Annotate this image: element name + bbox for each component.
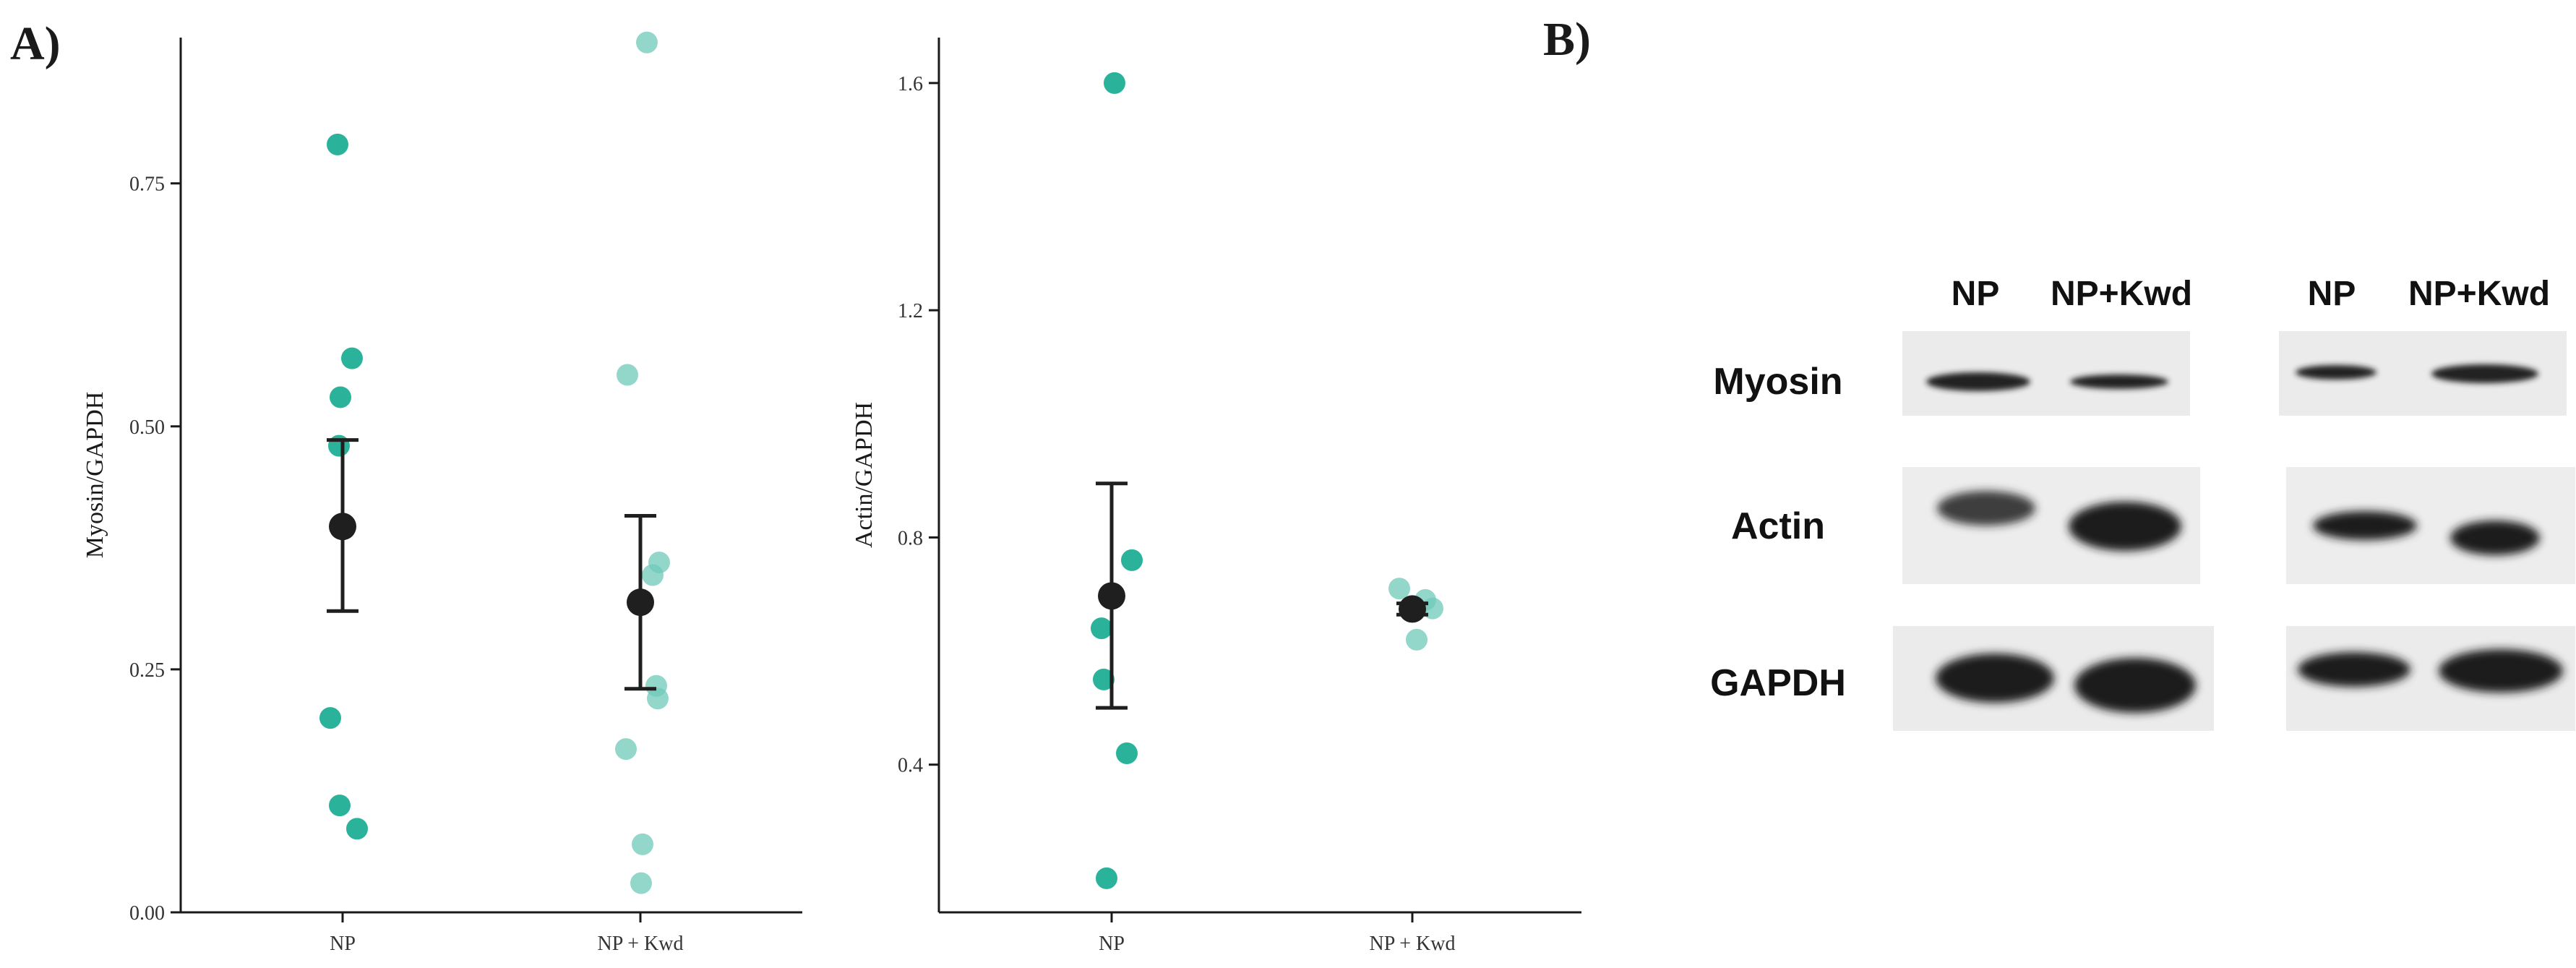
data-point [1091, 617, 1112, 640]
data-point [319, 707, 341, 729]
data-point [341, 347, 363, 369]
blot-row-label-myosin: Myosin [1713, 361, 1842, 403]
y-tick-label: 0.4 [898, 755, 923, 777]
band-gapdh-kwd-right [2439, 649, 2563, 693]
data-point [615, 738, 637, 761]
band-myosin-kwd-left [2070, 374, 2168, 389]
blot-row-label-gapdh: GAPDH [1710, 662, 1846, 704]
data-point [346, 818, 368, 840]
actin-chart: Actin/GAPDH 0.4 0.8 1.2 1.6 NP NP + Kwd [851, 38, 1581, 955]
x-tick-label: NP + Kwd [598, 933, 684, 955]
blot-col-label-kwd-left: NP+Kwd [2051, 275, 2192, 313]
mean-point [329, 513, 356, 541]
band-myosin-kwd-right [2431, 364, 2538, 383]
data-point [330, 386, 351, 408]
blot-col-label-np-right: NP [2308, 275, 2356, 313]
data-point [1093, 668, 1115, 690]
band-gapdh-np-left [1936, 654, 2054, 703]
data-point [1388, 578, 1410, 600]
data-point [1121, 549, 1143, 571]
y-axis-title: Actin/GAPDH [851, 402, 877, 548]
band-gapdh-np-right [2298, 652, 2410, 687]
data-marks [1091, 72, 1443, 889]
data-point [642, 564, 664, 586]
data-point [1104, 72, 1125, 94]
y-axis-title: Myosin/GAPDH [82, 392, 108, 558]
x-tick-label: NP + Kwd [1370, 933, 1456, 955]
band-myosin-np-right [2296, 365, 2377, 380]
panel-label-b: B) [1543, 13, 1591, 66]
mean-point [1399, 595, 1426, 623]
x-ticks: NP NP + Kwd [1099, 912, 1456, 955]
blot-col-label-kwd-right: NP+Kwd [2408, 275, 2550, 313]
y-tick-label: 0.75 [129, 174, 165, 196]
y-tick-label: 1.2 [898, 300, 923, 322]
x-tick-label: NP [330, 933, 356, 955]
data-point [1406, 628, 1427, 651]
data-point [636, 31, 658, 53]
band-gapdh-kwd-left [2074, 658, 2196, 713]
western-blot-panel: NP NP+Kwd NP NP+Kwd Myosin Actin GAPDH [1710, 275, 2575, 731]
data-marks [319, 31, 670, 894]
y-tick-label: 0.25 [129, 659, 165, 682]
band-actin-kwd-right [2450, 521, 2540, 555]
mean-point [627, 588, 654, 617]
band-actin-np-left [1937, 491, 2035, 526]
x-tick-label: NP [1099, 933, 1125, 955]
y-ticks: 0.00 0.25 0.50 0.75 [129, 174, 181, 925]
y-tick-label: 0.50 [129, 416, 165, 439]
y-tick-label: 0.00 [129, 902, 165, 925]
band-actin-kwd-left [2069, 502, 2181, 551]
data-point [632, 833, 653, 855]
data-point [630, 872, 652, 894]
y-tick-label: 1.6 [898, 73, 923, 95]
blot-row-label-actin: Actin [1731, 505, 1825, 547]
blot-strip-myosin-left [1902, 331, 2190, 416]
mean-point [1098, 582, 1125, 610]
data-point [327, 133, 348, 155]
myosin-chart: Myosin/GAPDH 0.00 0.25 0.50 0.75 NP NP + Kwd [82, 31, 802, 955]
y-tick-label: 0.8 [898, 527, 923, 549]
data-point [329, 794, 351, 817]
band-actin-np-right [2313, 511, 2417, 540]
band-myosin-np-left [1926, 372, 2030, 391]
data-point [1096, 867, 1117, 889]
y-ticks: 0.4 0.8 1.2 1.6 [898, 73, 939, 777]
data-point [617, 364, 638, 386]
x-ticks: NP NP + Kwd [330, 912, 684, 955]
panel-label-a: A) [10, 17, 61, 70]
data-point [647, 688, 669, 710]
blot-col-label-np-left: NP [1952, 275, 2000, 313]
data-point [1116, 742, 1138, 764]
